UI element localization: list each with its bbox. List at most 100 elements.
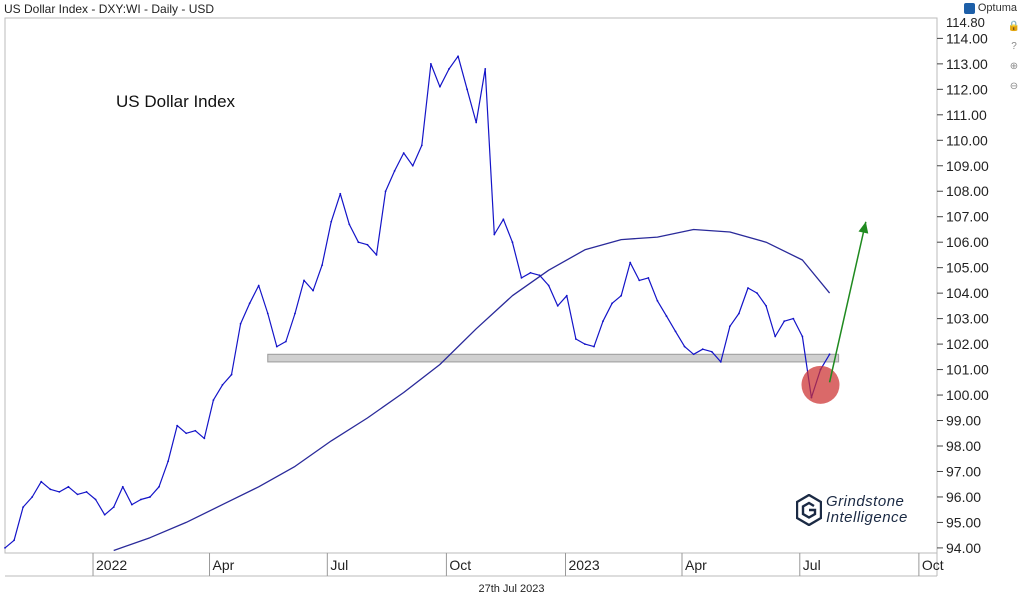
y-tick-label: 104.00 bbox=[946, 285, 989, 301]
price-point bbox=[203, 437, 206, 440]
price-point bbox=[674, 330, 677, 333]
price-point bbox=[420, 144, 423, 147]
brand[interactable]: Optuma bbox=[963, 2, 1017, 14]
price-point bbox=[728, 325, 731, 328]
price-point bbox=[112, 506, 115, 509]
y-tick-label: 101.00 bbox=[946, 362, 989, 378]
price-point bbox=[185, 432, 188, 435]
price-point bbox=[402, 152, 405, 154]
y-tick-label: 102.00 bbox=[946, 336, 989, 352]
y-tick-label: 113.00 bbox=[946, 56, 988, 72]
price-point bbox=[140, 498, 142, 501]
price-point bbox=[792, 317, 795, 320]
price-point bbox=[774, 335, 777, 338]
price-point bbox=[801, 335, 804, 338]
x-tick-label: Oct bbox=[449, 557, 471, 573]
x-tick-label: Oct bbox=[922, 557, 944, 573]
price-point bbox=[22, 506, 25, 509]
price-point bbox=[393, 169, 396, 172]
y-top-label: 114.80 bbox=[946, 15, 985, 30]
price-point bbox=[620, 294, 623, 297]
price-point bbox=[167, 460, 170, 463]
price-point bbox=[457, 55, 459, 58]
price-point bbox=[565, 294, 568, 297]
price-point bbox=[294, 312, 296, 315]
price-point bbox=[284, 340, 287, 343]
price-point bbox=[665, 315, 668, 317]
price-point bbox=[176, 424, 179, 427]
price-point bbox=[4, 547, 6, 549]
price-point bbox=[574, 338, 577, 340]
price-point bbox=[520, 276, 523, 279]
lock-icon[interactable]: 🔒 bbox=[1007, 21, 1021, 32]
price-point bbox=[130, 503, 133, 506]
question-icon[interactable]: ? bbox=[1011, 41, 1017, 52]
price-point bbox=[692, 353, 695, 356]
price-point bbox=[339, 192, 342, 195]
price-point bbox=[701, 348, 704, 351]
price-point bbox=[584, 343, 586, 345]
price-series-line bbox=[4, 55, 831, 549]
price-point bbox=[593, 345, 595, 348]
chart-title: US Dollar Index - DXY:WI - Daily - USD bbox=[4, 2, 215, 16]
x-tick-label: Jul bbox=[330, 557, 348, 573]
x-tick-label: Apr bbox=[685, 557, 707, 573]
price-point bbox=[493, 233, 496, 236]
price-point bbox=[248, 302, 251, 305]
y-tick-label: 99.00 bbox=[946, 413, 981, 429]
price-point bbox=[747, 287, 749, 289]
price-point bbox=[638, 279, 641, 282]
price-point bbox=[629, 261, 632, 264]
price-point bbox=[366, 243, 369, 246]
chart-annotation: US Dollar Index bbox=[116, 92, 236, 111]
price-point bbox=[602, 320, 604, 323]
y-tick-label: 107.00 bbox=[946, 209, 989, 225]
price-point bbox=[158, 485, 160, 488]
price-point bbox=[121, 485, 124, 488]
zoom-in-icon[interactable]: ⊕ bbox=[1009, 61, 1019, 72]
price-point bbox=[266, 312, 269, 315]
price-point bbox=[230, 373, 233, 376]
price-point bbox=[529, 271, 532, 274]
price-point bbox=[275, 345, 278, 348]
price-point bbox=[656, 299, 659, 302]
y-tick-label: 112.00 bbox=[946, 81, 988, 97]
price-point bbox=[221, 383, 224, 386]
y-tick-label: 95.00 bbox=[946, 514, 981, 530]
y-tick-label: 94.00 bbox=[946, 540, 981, 556]
watermark-line2: Intelligence bbox=[826, 509, 908, 526]
price-point bbox=[484, 68, 487, 70]
y-tick-label: 108.00 bbox=[946, 183, 989, 199]
price-point bbox=[239, 322, 242, 325]
price-point bbox=[348, 223, 351, 226]
y-tick-label: 114.00 bbox=[946, 30, 988, 46]
price-point bbox=[511, 241, 514, 244]
brand-name: Optuma bbox=[977, 2, 1017, 14]
y-tick-label: 103.00 bbox=[946, 311, 989, 327]
y-tick-label: 96.00 bbox=[946, 489, 981, 505]
price-point bbox=[194, 429, 197, 432]
watermark-line1: Grindstone bbox=[826, 493, 905, 510]
price-point bbox=[556, 304, 559, 307]
price-point bbox=[85, 490, 88, 493]
y-tick-label: 105.00 bbox=[946, 260, 989, 276]
highlight-circle bbox=[801, 365, 840, 404]
price-point bbox=[49, 488, 52, 491]
moving-average-line bbox=[113, 228, 831, 552]
zoom-out-icon[interactable]: ⊖ bbox=[1009, 81, 1019, 92]
price-point bbox=[439, 85, 441, 88]
y-tick-label: 98.00 bbox=[946, 438, 981, 454]
price-point bbox=[330, 220, 333, 223]
y-tick-label: 110.00 bbox=[946, 132, 988, 148]
price-point bbox=[149, 496, 151, 498]
price-point bbox=[429, 62, 432, 65]
grindstone-logo-icon bbox=[796, 494, 822, 526]
current-date-label: 27th Jul 2023 bbox=[478, 583, 545, 595]
y-tick-label: 111.00 bbox=[946, 107, 987, 123]
price-point bbox=[828, 353, 831, 356]
price-point bbox=[647, 276, 650, 279]
price-point bbox=[103, 513, 106, 516]
price-point bbox=[312, 289, 314, 292]
price-point bbox=[738, 312, 740, 315]
